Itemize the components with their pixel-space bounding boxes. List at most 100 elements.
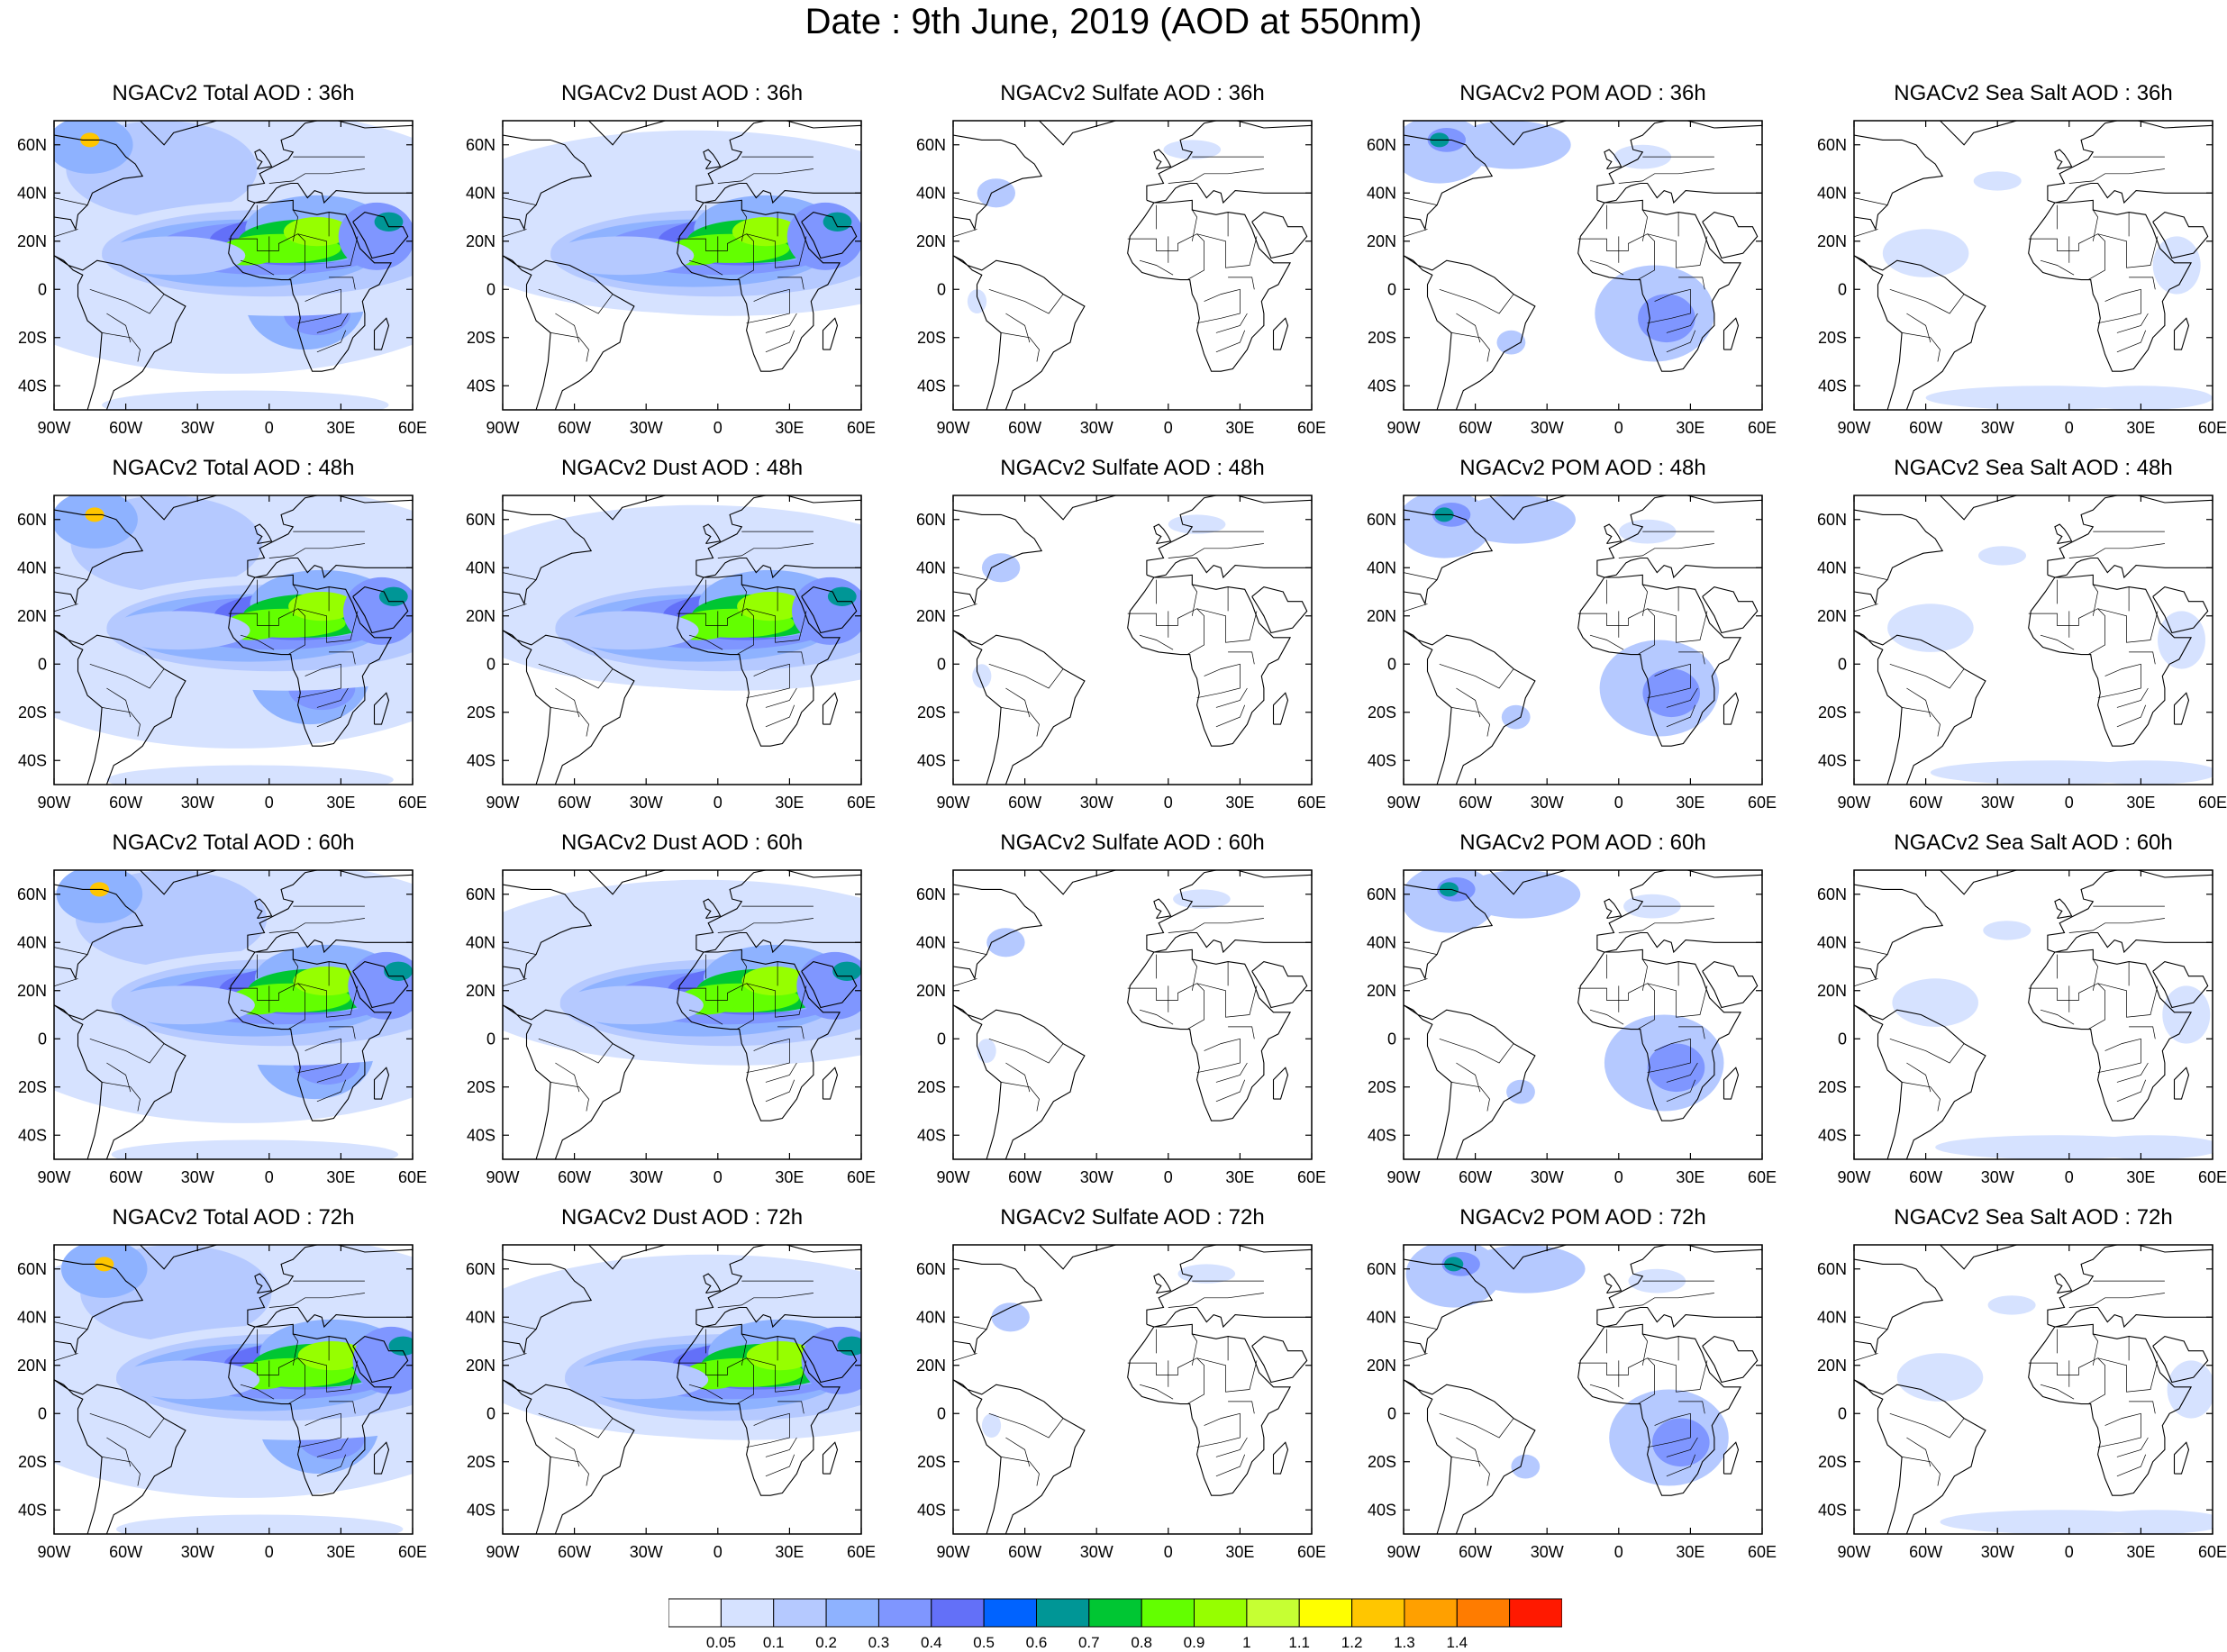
- country-border: [102, 1082, 141, 1112]
- coastline-europe: [1596, 121, 1762, 204]
- country-border: [2068, 918, 2165, 933]
- coastline-madagascar: [373, 317, 390, 350]
- coastline-greenland: [587, 121, 667, 146]
- aod-field: [54, 1245, 413, 1534]
- lon-tick-label: 30W: [1080, 1168, 1114, 1186]
- lon-tick-label: 30E: [1225, 1168, 1254, 1186]
- map-frame: [1403, 495, 1763, 785]
- aod-contour: [1652, 1418, 1710, 1467]
- aod-field: [503, 130, 861, 316]
- lon-tick-label: 90W: [1837, 1543, 1870, 1561]
- aod-map: 60N 40N 20N 0 20S 40S 90W 60W 30W 0 30E 60E: [1367, 120, 1777, 437]
- coastline-africa: [677, 949, 841, 1121]
- coastline-greenland: [139, 121, 218, 146]
- aod-field: [503, 1254, 861, 1440]
- aod-contour: [95, 1257, 114, 1272]
- lon-tick-label: 30E: [1676, 419, 1704, 437]
- coastline-arabia: [2152, 960, 2209, 1009]
- coastline-southAmerica: [1404, 630, 1536, 785]
- coastline-greenland: [1038, 870, 1117, 895]
- country-border: [777, 277, 804, 290]
- aod-contour: [1496, 330, 1526, 355]
- lat-tick-label: 60N: [17, 1260, 47, 1278]
- country-border: [765, 687, 797, 708]
- coastline-madagascar: [2173, 317, 2190, 350]
- map-panel-pom-3: NGACv2 POM AOD : 72h 60N 40N 20N 0 20S 40S 90W 6…: [1367, 1205, 1777, 1575]
- country-border: [677, 608, 807, 643]
- lon-tick-label: 30E: [1676, 794, 1704, 812]
- lat-tick-label: 40N: [466, 558, 495, 576]
- country-border: [297, 288, 341, 324]
- country-border: [1906, 1437, 1932, 1467]
- country-border: [1005, 313, 1031, 343]
- lon-tick-label: 60W: [109, 794, 142, 812]
- map-panel-seasalt-1: NGACv2 Sea Salt AOD : 48h 60N 40N 20N 0 20S 40…: [1817, 456, 2227, 826]
- country-border: [1191, 1333, 1197, 1366]
- country-border: [777, 1026, 804, 1039]
- lat-tick-label: 40S: [1368, 1126, 1396, 1144]
- lon-tick-label: 90W: [486, 419, 519, 437]
- coastline-northAmerica: [1404, 884, 1494, 981]
- country-border: [1577, 233, 1708, 268]
- lon-tick-label: 30E: [775, 794, 804, 812]
- lat-tick-label: 20S: [1818, 329, 1847, 347]
- aod-contour: [1173, 889, 1231, 909]
- aod-contour: [2068, 386, 2213, 410]
- map-frame: [502, 495, 862, 785]
- colorbar-label: 0.9: [1183, 1634, 1205, 1651]
- coastline-northAmerica: [953, 884, 1043, 981]
- aod-map: 60N 40N 20N 0 20S 40S 90W 60W 30W 0 30E 60E: [1367, 495, 1777, 812]
- lat-tick-label: 60N: [466, 885, 495, 903]
- aod-contour: [384, 961, 413, 981]
- lat-tick-label: 20N: [17, 1357, 47, 1375]
- aod-contour: [1647, 1043, 1705, 1093]
- coastline-europe: [2047, 495, 2213, 579]
- lat-tick-label: 0: [1838, 280, 1847, 298]
- country-border: [1647, 1412, 1691, 1448]
- coastline-europe: [1596, 870, 1762, 954]
- colorbar-swatch: [1194, 1598, 1248, 1628]
- coastline-madagascar: [822, 1441, 839, 1475]
- country-border: [89, 1038, 165, 1064]
- panel-title: NGACv2 Dust AOD : 72h: [560, 1205, 804, 1230]
- country-border: [550, 707, 589, 737]
- lat-tick-label: 20N: [466, 982, 495, 1000]
- lat-tick-label: 0: [486, 280, 495, 298]
- aod-field: [972, 514, 1226, 688]
- country-border: [54, 229, 78, 238]
- aod-contour: [550, 236, 695, 276]
- country-border: [54, 572, 88, 580]
- colorbar-swatch: [1456, 1598, 1511, 1628]
- lat-tick-label: 60N: [17, 136, 47, 154]
- lon-tick-label: 30E: [775, 1168, 804, 1186]
- country-border: [329, 277, 356, 290]
- country-border: [1186, 1357, 1204, 1404]
- country-border: [1001, 707, 1040, 737]
- map-panel-sulfate-1: NGACv2 Sulfate AOD : 48h 60N 40N 20N 0 20S 40S…: [916, 456, 1326, 826]
- lat-tick-label: 0: [486, 1404, 495, 1422]
- coastline-madagascar: [373, 1067, 390, 1100]
- country-border: [746, 1038, 790, 1074]
- coastlines: [503, 870, 861, 1159]
- map-panel-seasalt-2: NGACv2 Sea Salt AOD : 60h 60N 40N 20N 0 20S 40…: [1817, 831, 2227, 1201]
- coastlines: [503, 1245, 861, 1534]
- lon-tick-label: 90W: [37, 1543, 70, 1561]
- lat-tick-label: 20N: [1817, 607, 1847, 625]
- lon-tick-label: 30E: [2126, 1168, 2155, 1186]
- country-border: [1191, 958, 1197, 991]
- colorbar-swatch: [983, 1598, 1038, 1628]
- lat-tick-label: 60N: [466, 511, 495, 529]
- coastline-europe: [1146, 870, 1312, 954]
- lat-tick-label: 20S: [1368, 1078, 1396, 1096]
- aod-contour: [1163, 140, 1222, 159]
- coastline-africa: [1127, 199, 1292, 372]
- map-panel-sulfate-0: NGACv2 Sulfate AOD : 36h 60N 40N 20N 0 20S 40S…: [916, 81, 1326, 451]
- lat-tick-label: 60N: [17, 511, 47, 529]
- country-border: [1854, 1321, 1888, 1330]
- panel-title: NGACv2 Total AOD : 36h: [112, 81, 355, 105]
- aod-contour: [786, 202, 861, 270]
- country-border: [555, 1437, 580, 1467]
- coastline-europe: [247, 870, 413, 954]
- country-border: [2040, 1009, 2075, 1025]
- aod-map: 60N 40N 20N 0 20S 40S 90W 60W 30W 0 30E 60E: [1367, 1244, 1777, 1561]
